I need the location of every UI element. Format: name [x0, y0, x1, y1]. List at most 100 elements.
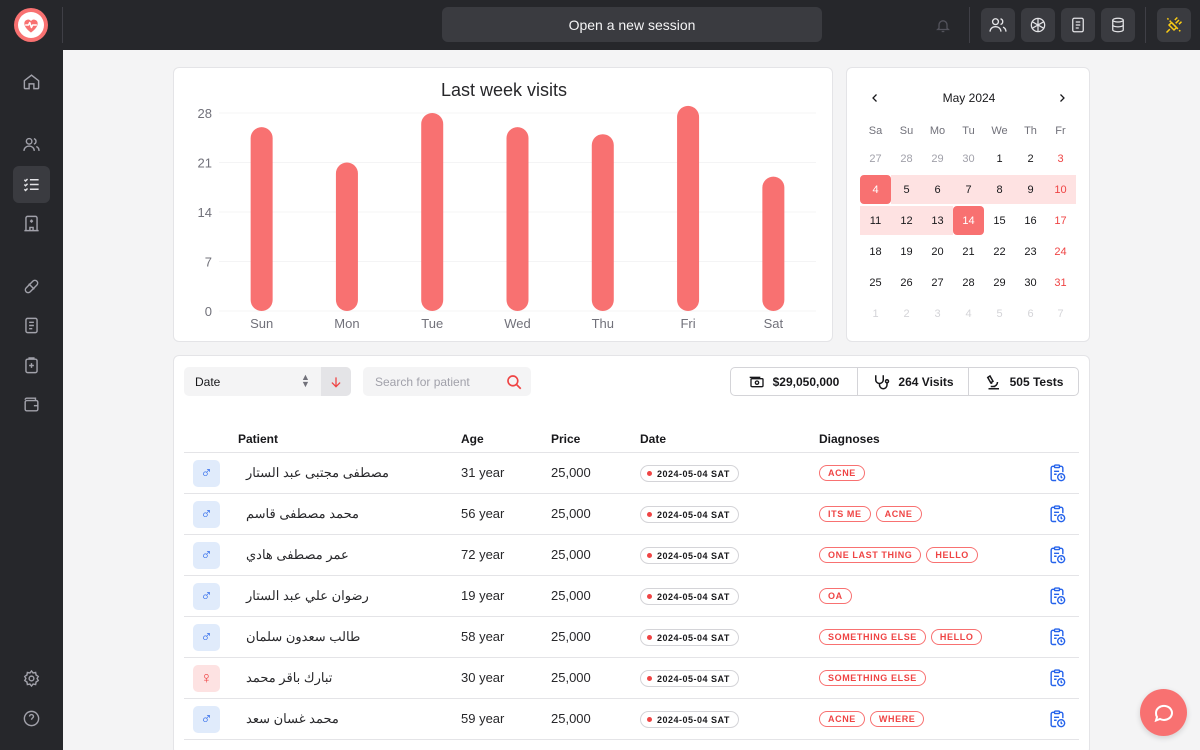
bar-sun[interactable]: [250, 127, 273, 311]
calendar-day[interactable]: 22: [993, 245, 1006, 258]
plug-disconnected-icon[interactable]: [1157, 8, 1191, 42]
calendar-day[interactable]: 3: [1057, 152, 1064, 165]
bar-fri[interactable]: [677, 105, 700, 311]
sort-direction-button[interactable]: [321, 367, 351, 396]
calendar-day[interactable]: 2: [903, 307, 910, 320]
calendar-day[interactable]: 6: [1027, 307, 1034, 320]
app-logo[interactable]: [14, 8, 48, 42]
calendar-day[interactable]: 4: [860, 175, 891, 204]
calendar-day[interactable]: 27: [931, 276, 944, 289]
diagnosis-tag[interactable]: OA: [819, 588, 852, 604]
calendar-day[interactable]: 5: [891, 175, 922, 204]
calendar-day[interactable]: 14: [953, 206, 984, 235]
header-age[interactable]: Age: [461, 432, 484, 446]
calendar-day[interactable]: 30: [962, 152, 975, 165]
clipboard-history-icon[interactable]: [1046, 462, 1068, 484]
clipboard-history-icon[interactable]: [1046, 585, 1068, 607]
table-row[interactable]: ♂ رضوان علي عبد الستار 19 year 25,000 20…: [184, 576, 1079, 616]
clipboard-history-icon[interactable]: [1046, 626, 1068, 648]
calendar-day[interactable]: 19: [900, 245, 913, 258]
search-icon[interactable]: [503, 371, 525, 393]
sort-select[interactable]: Date ▲ ▼: [184, 367, 351, 396]
database-icon[interactable]: [1101, 8, 1135, 42]
calendar-day[interactable]: 2: [1027, 152, 1034, 165]
checklist-icon[interactable]: [13, 166, 50, 203]
clipboard-history-icon[interactable]: [1046, 503, 1068, 525]
header-diagnoses[interactable]: Diagnoses: [819, 432, 880, 446]
calendar-day[interactable]: 11: [860, 206, 891, 235]
clipboard-history-icon[interactable]: [1046, 544, 1068, 566]
calendar-day[interactable]: 25: [869, 276, 882, 289]
calendar-day[interactable]: 18: [869, 245, 882, 258]
calendar-day[interactable]: 12: [891, 206, 922, 235]
hospital-icon[interactable]: [13, 205, 50, 242]
bar-wed[interactable]: [506, 127, 529, 311]
calendar-day[interactable]: 20: [931, 245, 944, 258]
diagnosis-tag[interactable]: HELLO: [930, 629, 983, 645]
diagnosis-tag[interactable]: ACNE: [819, 465, 865, 481]
bell-icon[interactable]: [933, 15, 953, 35]
calendar-day[interactable]: 13: [922, 206, 953, 235]
chevron-right-icon[interactable]: [1052, 88, 1072, 108]
settings-icon[interactable]: [13, 660, 50, 697]
clipboard-history-icon[interactable]: [1046, 708, 1068, 730]
calendar-day[interactable]: 15: [993, 214, 1006, 227]
table-row[interactable]: ♂ مصطفى مجتبى عبد الستار 31 year 25,000 …: [184, 453, 1079, 493]
wallet-icon[interactable]: [13, 386, 50, 423]
bar-thu[interactable]: [591, 134, 614, 311]
diagnosis-tag[interactable]: SOMETHING ELSE: [819, 629, 926, 645]
calendar-day[interactable]: 5: [996, 307, 1003, 320]
calendar-day[interactable]: 3: [934, 307, 941, 320]
calendar-day[interactable]: 10: [1045, 175, 1076, 204]
calendar-day[interactable]: 29: [993, 276, 1006, 289]
diagnosis-tag[interactable]: ITS ME: [819, 506, 871, 522]
diagnosis-tag[interactable]: ACNE: [819, 711, 865, 727]
header-patient[interactable]: Patient: [238, 432, 279, 446]
users-icon[interactable]: [13, 126, 50, 163]
bar-sat[interactable]: [762, 176, 785, 311]
calendar-day[interactable]: 27: [869, 152, 882, 165]
bar-tue[interactable]: [421, 113, 444, 311]
calendar-day[interactable]: 7: [953, 175, 984, 204]
diagnosis-tag[interactable]: WHERE: [869, 711, 925, 727]
table-row[interactable]: ♂ طالب سعدون سلمان 58 year 25,000 2024-0…: [184, 617, 1079, 657]
users-icon[interactable]: [981, 8, 1015, 42]
calendar-day[interactable]: 29: [931, 152, 944, 165]
diagnosis-tag[interactable]: ONE LAST THING: [819, 547, 922, 563]
open-session-button[interactable]: Open a new session: [442, 7, 822, 42]
calendar-day[interactable]: 26: [900, 276, 913, 289]
document-icon[interactable]: [1061, 8, 1095, 42]
header-date[interactable]: Date: [640, 432, 667, 446]
table-row[interactable]: ♂ محمد مصطفى قاسم 56 year 25,000 2024-05…: [184, 494, 1079, 534]
diagnosis-tag[interactable]: SOMETHING ELSE: [819, 670, 926, 686]
calendar-day[interactable]: 30: [1024, 276, 1037, 289]
calendar-day[interactable]: 6: [922, 175, 953, 204]
calendar-day[interactable]: 21: [962, 245, 975, 258]
calendar-day[interactable]: 1: [872, 307, 879, 320]
calendar-day[interactable]: 23: [1024, 245, 1037, 258]
diagnosis-tag[interactable]: HELLO: [926, 547, 978, 563]
help-icon[interactable]: [13, 700, 50, 737]
search-input[interactable]: [375, 367, 500, 396]
openai-icon[interactable]: [1021, 8, 1055, 42]
calendar-day[interactable]: 1: [996, 152, 1003, 165]
chevron-left-icon[interactable]: [865, 88, 885, 108]
table-row[interactable]: ♀ تبارك باقر محمد 30 year 25,000 2024-05…: [184, 658, 1079, 698]
calendar-day[interactable]: 17: [1054, 214, 1067, 227]
chat-button[interactable]: [1140, 689, 1187, 736]
clipboard-history-icon[interactable]: [1046, 667, 1068, 689]
table-row[interactable]: ♂ محمد غسان سعد 59 year 25,000 2024-05-0…: [184, 699, 1079, 739]
bar-mon[interactable]: [335, 162, 358, 312]
calendar-day[interactable]: 28: [962, 276, 975, 289]
calendar-day[interactable]: 31: [1054, 276, 1067, 289]
calendar-day[interactable]: 4: [965, 307, 972, 320]
calendar-day[interactable]: 8: [984, 175, 1015, 204]
calendar-day[interactable]: 9: [1015, 175, 1046, 204]
calendar-day[interactable]: 16: [1024, 214, 1037, 227]
clipboard-plus-icon[interactable]: [13, 347, 50, 384]
table-row[interactable]: ♂ عمر مصطفى هادي 72 year 25,000 2024-05-…: [184, 535, 1079, 575]
header-price[interactable]: Price: [551, 432, 581, 446]
report-icon[interactable]: [13, 307, 50, 344]
calendar-day[interactable]: 28: [900, 152, 913, 165]
calendar-day[interactable]: 7: [1057, 307, 1064, 320]
